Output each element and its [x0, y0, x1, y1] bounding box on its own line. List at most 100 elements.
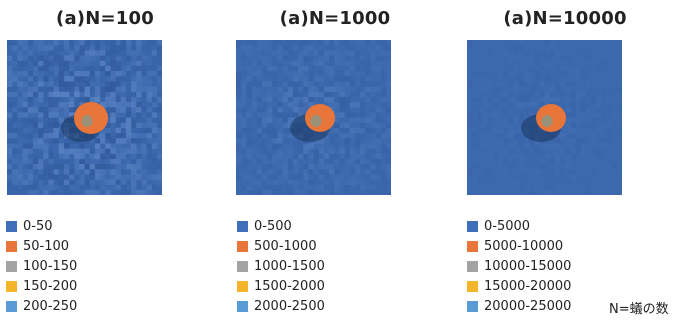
surface-cell — [136, 81, 142, 87]
surface-cell — [22, 91, 28, 98]
surface-cell — [272, 143, 278, 149]
surface-cell — [477, 128, 482, 133]
surface-cell — [110, 71, 116, 77]
surface-cell — [241, 107, 247, 113]
surface-cell — [256, 55, 263, 61]
surface-cell — [94, 164, 101, 170]
surface-cell — [105, 102, 111, 108]
surface-cell — [329, 158, 335, 165]
surface-cell — [575, 148, 581, 154]
surface-cell — [503, 92, 508, 97]
surface-cell — [79, 148, 85, 154]
surface-cell — [38, 81, 44, 87]
surface-cell — [69, 61, 74, 66]
surface-cell — [519, 159, 524, 164]
surface-cell — [79, 189, 85, 195]
surface-cell — [298, 169, 303, 174]
surface-cell — [282, 96, 288, 103]
chart-title: (a)N=10000 — [503, 8, 627, 29]
surface-cell — [17, 169, 23, 175]
surface-cell — [539, 76, 544, 81]
surface-cell — [503, 169, 508, 174]
surface-cell — [94, 81, 101, 87]
surface-cell — [292, 45, 299, 51]
surface-cell — [27, 133, 34, 139]
surface-cell — [282, 138, 288, 144]
surface-cell — [156, 174, 162, 180]
surface-cell — [349, 65, 356, 72]
surface-cell — [262, 169, 267, 174]
surface-cell — [303, 148, 309, 154]
surface-cell — [272, 138, 278, 144]
surface-cell — [612, 112, 617, 117]
surface-cell — [308, 96, 314, 103]
surface-cell — [156, 158, 162, 165]
surface-cell — [79, 40, 85, 46]
surface-cell — [508, 81, 514, 87]
surface-cell — [22, 164, 28, 170]
surface-cell — [601, 56, 606, 61]
surface-cell — [17, 107, 23, 113]
surface-cell — [12, 96, 18, 103]
surface-cell — [329, 50, 335, 56]
surface-cell — [63, 71, 70, 77]
surface-cell — [69, 158, 75, 165]
surface-cell — [329, 71, 335, 77]
surface-cell — [483, 102, 488, 107]
surface-cell — [241, 127, 247, 134]
peak-tip — [310, 115, 322, 127]
surface-cell — [272, 55, 278, 61]
surface-cell — [79, 86, 85, 92]
surface-cell — [570, 169, 575, 174]
surface-cell — [105, 122, 111, 129]
surface-cell — [354, 127, 361, 134]
surface-cell — [607, 87, 612, 92]
surface-cell — [534, 76, 539, 81]
surface-cell — [74, 76, 80, 82]
surface-cell — [534, 71, 540, 77]
surface-cell — [53, 102, 59, 108]
surface-cell — [267, 133, 273, 139]
surface-cell — [581, 76, 586, 81]
surface-cell — [360, 76, 366, 82]
surface-cell — [277, 66, 282, 71]
surface-cell — [146, 50, 152, 56]
surface-cell — [131, 169, 137, 175]
surface-cell — [38, 158, 44, 165]
surface-cell — [256, 179, 263, 185]
surface-cell — [596, 97, 601, 102]
surface-cell — [272, 149, 277, 154]
surface-cell — [488, 61, 493, 66]
surface-cell — [58, 96, 65, 103]
surface-cell — [38, 96, 44, 103]
surface-cell — [261, 65, 268, 72]
surface-cell — [349, 102, 356, 108]
surface-cell — [110, 81, 116, 87]
surface-cell — [146, 133, 152, 139]
surface-cell — [519, 40, 524, 45]
surface-cell — [22, 71, 28, 77]
surface-cell — [131, 164, 137, 170]
surface-cell — [58, 91, 65, 98]
surface-cell — [323, 65, 330, 72]
surface-cell — [303, 184, 309, 191]
surface-cell — [586, 164, 591, 169]
surface-cell — [375, 158, 381, 165]
surface-cell — [12, 184, 18, 191]
surface-cell — [141, 45, 147, 51]
legend-swatch — [237, 221, 248, 232]
surface-cell — [334, 102, 340, 108]
surface-cell — [241, 91, 247, 98]
surface-cell — [375, 122, 381, 129]
surface-cell — [376, 190, 381, 195]
surface-cell — [318, 91, 325, 98]
surface-cell — [272, 189, 278, 195]
surface-cell — [94, 45, 101, 51]
surface-cell — [121, 112, 126, 117]
surface-cell — [370, 55, 376, 61]
surface-cell — [22, 153, 28, 160]
surface-cell — [570, 97, 575, 102]
surface-cell — [141, 71, 147, 77]
surface-cell — [256, 127, 263, 134]
surface-cell — [115, 40, 121, 46]
